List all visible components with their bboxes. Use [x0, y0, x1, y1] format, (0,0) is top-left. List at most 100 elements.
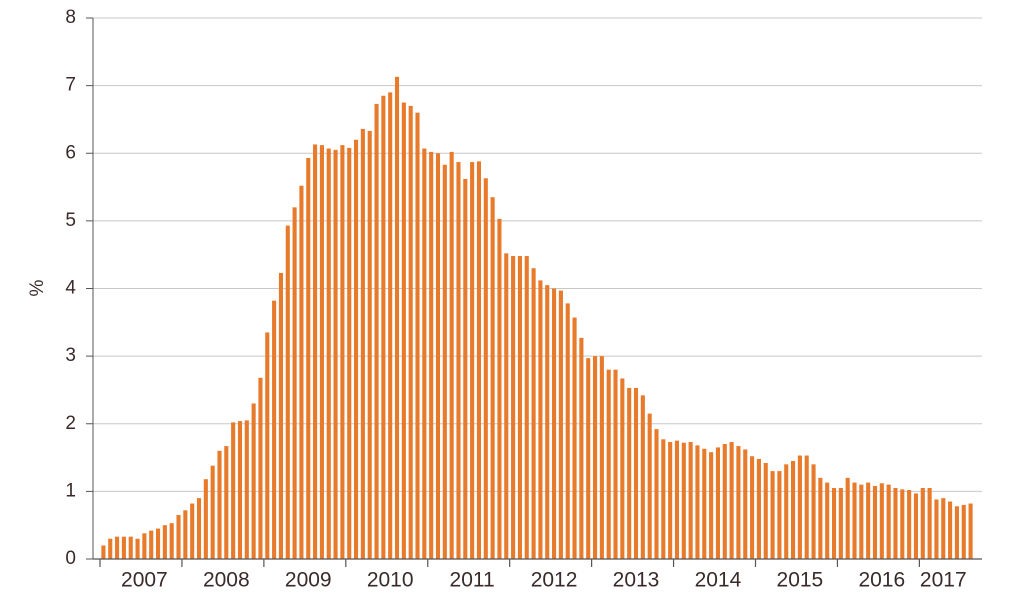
bar — [101, 545, 106, 559]
y-tick-label: 1 — [65, 480, 76, 501]
x-tick-label: 2012 — [531, 569, 578, 592]
y-tick-label: 6 — [65, 142, 76, 163]
bar — [681, 442, 686, 559]
bar — [661, 439, 666, 559]
bar — [804, 455, 809, 559]
bar — [490, 197, 495, 560]
bar — [627, 387, 632, 559]
bar — [777, 471, 782, 559]
bar — [394, 76, 400, 560]
bar — [572, 317, 577, 559]
bar — [872, 485, 878, 559]
bar — [770, 471, 775, 559]
bar — [565, 303, 570, 559]
bar — [210, 465, 215, 559]
x-tick-label: 2016 — [858, 569, 905, 592]
bar — [476, 161, 482, 560]
bar — [859, 484, 864, 559]
bar — [647, 413, 652, 559]
bar — [954, 506, 959, 559]
bar — [237, 421, 243, 559]
bar — [354, 139, 359, 559]
bar — [538, 280, 543, 559]
bar — [142, 533, 147, 559]
bar — [483, 178, 488, 560]
bar — [149, 530, 154, 559]
bar — [319, 145, 324, 559]
bar — [900, 489, 905, 559]
bar — [715, 447, 720, 559]
bar — [838, 487, 843, 559]
bar — [961, 504, 966, 559]
bar — [442, 164, 447, 559]
bar — [299, 185, 304, 559]
bar — [422, 148, 427, 560]
bar — [340, 145, 345, 559]
bar — [224, 446, 229, 559]
bar — [579, 337, 584, 559]
bar — [272, 300, 277, 559]
bar — [606, 369, 611, 559]
x-tick-label: 2008 — [203, 569, 250, 592]
bar — [831, 487, 837, 559]
bar — [531, 268, 536, 559]
bar — [599, 356, 604, 559]
x-tick-label: 2011 — [450, 569, 495, 592]
bar — [326, 148, 331, 560]
bar — [552, 288, 557, 559]
bar — [620, 378, 625, 559]
bar — [374, 103, 379, 559]
bar — [558, 290, 563, 559]
x-tick-label: 2014 — [695, 569, 742, 592]
bar — [811, 464, 816, 559]
x-tick-label: 2007 — [121, 569, 168, 592]
bar — [586, 358, 591, 559]
bar — [592, 356, 598, 559]
x-tick-label: 2017 — [920, 569, 967, 592]
x-tick-label: 2013 — [613, 569, 660, 592]
bar — [401, 102, 406, 559]
bar — [169, 523, 174, 559]
bar — [893, 487, 898, 559]
bar — [941, 498, 946, 559]
bar — [613, 369, 618, 559]
y-tick-label: 0 — [65, 548, 76, 569]
bar — [702, 448, 707, 559]
y-tick-label: 4 — [65, 278, 76, 299]
bar — [217, 450, 222, 559]
bar — [709, 452, 714, 559]
bar — [886, 484, 891, 559]
bar — [524, 256, 529, 559]
bar — [251, 403, 256, 559]
x-tick-label: 2015 — [777, 569, 824, 592]
bar — [654, 429, 659, 559]
bar — [456, 162, 461, 559]
bar — [333, 149, 338, 559]
bar — [729, 442, 734, 559]
bar — [190, 503, 195, 559]
bar — [381, 95, 386, 560]
bar — [948, 501, 953, 559]
bar — [722, 444, 727, 559]
bar — [913, 493, 919, 559]
bar — [791, 460, 796, 559]
bar — [408, 105, 413, 559]
bar — [135, 538, 140, 559]
y-tick-label: 8 — [65, 7, 76, 28]
y-tick-label: 5 — [65, 210, 76, 231]
bar — [155, 528, 161, 559]
bar — [435, 153, 441, 559]
bar — [743, 449, 748, 559]
bar — [674, 440, 680, 559]
bar — [128, 536, 133, 559]
bar — [115, 536, 120, 559]
bar — [640, 395, 645, 559]
bar — [545, 285, 550, 559]
bar — [668, 442, 673, 559]
bar — [285, 225, 290, 559]
bar — [825, 482, 830, 559]
bar — [750, 456, 755, 559]
bar — [306, 157, 311, 559]
bar — [756, 458, 761, 559]
bar — [511, 256, 516, 559]
